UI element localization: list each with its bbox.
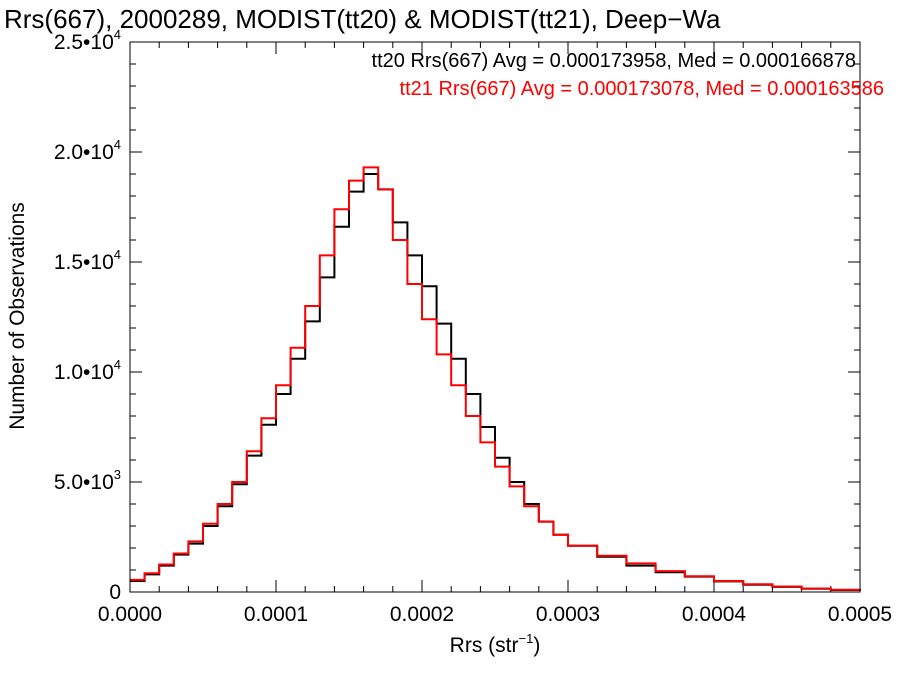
y-tick-labels: 0 5.0•103 1.0•104 1.5•104 2.0•104 2.5•104 bbox=[54, 27, 121, 604]
series-tt20-histogram bbox=[130, 173, 861, 591]
series-layer bbox=[130, 166, 861, 591]
x-tick-label: 0.0003 bbox=[536, 603, 600, 626]
y-tick-label: 2.5•104 bbox=[54, 27, 121, 54]
legend-tt21: tt21 Rrs(667) Avg = 0.000173078, Med = 0… bbox=[400, 78, 884, 100]
chart-title: Rrs(667), 2000289, MODIST(tt20) & MODIST… bbox=[4, 4, 721, 34]
y-tick-label: 5.0•103 bbox=[54, 467, 121, 494]
series-tt21-histogram bbox=[130, 166, 861, 591]
x-tick-labels: 0.0000 0.0001 0.0002 0.0003 0.0004 0.0005 bbox=[98, 603, 892, 626]
x-tick-label: 0.0005 bbox=[828, 603, 892, 626]
plot-frame bbox=[129, 41, 861, 593]
x-axis-title: Rrs (str−1) bbox=[450, 631, 541, 657]
x-tick-label: 0.0000 bbox=[98, 603, 162, 626]
x-tick-label: 0.0001 bbox=[244, 603, 308, 626]
y-tick-label: 1.5•104 bbox=[54, 247, 121, 274]
y-tick-label: 1.0•104 bbox=[54, 357, 121, 384]
tick-marks bbox=[129, 41, 861, 593]
y-tick-label: 2.0•104 bbox=[54, 137, 121, 164]
y-axis-title: Number of Observations bbox=[6, 202, 29, 430]
x-tick-label: 0.0002 bbox=[390, 603, 454, 626]
x-tick-label: 0.0004 bbox=[682, 603, 747, 626]
y-tick-label: 0 bbox=[109, 581, 121, 604]
legend-tt20: tt20 Rrs(667) Avg = 0.000173958, Med = 0… bbox=[372, 50, 856, 72]
